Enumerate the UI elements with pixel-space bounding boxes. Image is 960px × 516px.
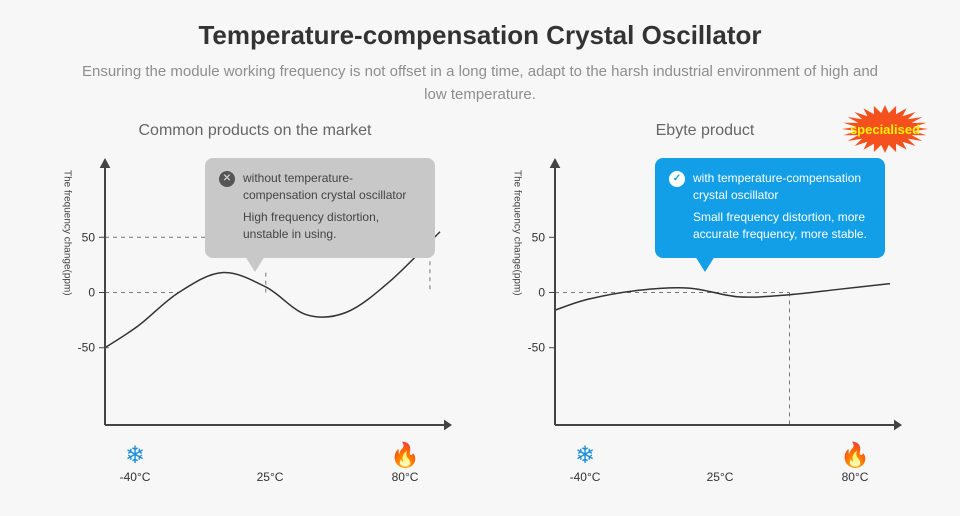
temp-text: 25°C	[257, 470, 284, 484]
svg-text:-50: -50	[528, 341, 546, 355]
snowflake-icon: ❄	[125, 444, 145, 468]
svg-text:50: 50	[532, 230, 546, 244]
callout: ✕ without temperature-compensation cryst…	[205, 158, 435, 258]
fire-icon: 🔥	[390, 444, 420, 468]
temp-label: 🔥 80°C	[375, 444, 435, 484]
callout-line2: High frequency distortion, unstable in u…	[243, 209, 421, 244]
frequency-curve	[555, 284, 890, 311]
callout-line2: Small frequency distortion, more accurat…	[693, 209, 871, 244]
svg-text:-50: -50	[78, 341, 96, 355]
x-axis-labels: ❄ -40°C 25°C 🔥 80°C	[495, 444, 915, 484]
temp-label: ❄ -40°C	[555, 444, 615, 484]
temp-label: ❄ -40°C	[105, 444, 165, 484]
callout: ✓ with temperature-compensation crystal …	[655, 158, 885, 258]
callout-line1: without temperature-compensation crystal…	[243, 170, 421, 205]
chart-common: Common products on the market 50 0 -50 The f…	[45, 116, 465, 484]
chart-title: Ebyte product	[656, 122, 755, 140]
temp-text: -40°C	[120, 470, 151, 484]
callout-line1: with temperature-compensation crystal os…	[693, 170, 871, 205]
svg-text:50: 50	[82, 230, 96, 244]
x-axis-labels: ❄ -40°C 25°C 🔥 80°C	[45, 444, 465, 484]
spacer-icon	[267, 444, 274, 468]
temp-text: -40°C	[570, 470, 601, 484]
svg-text:0: 0	[538, 286, 545, 300]
svg-text:0: 0	[88, 286, 95, 300]
spacer-icon	[717, 444, 724, 468]
fire-icon: 🔥	[840, 444, 870, 468]
temp-text: 80°C	[842, 470, 869, 484]
snowflake-icon: ❄	[575, 444, 595, 468]
chart-ebyte: Ebyte productspecialised500-50The freque…	[495, 116, 915, 484]
y-axis-label: The frequency change(ppm)	[512, 170, 523, 296]
y-axis-label: The frequency change(ppm)	[62, 170, 73, 296]
check-icon: ✓	[669, 171, 685, 187]
page-title: Temperature-compensation Crystal Oscilla…	[0, 20, 960, 51]
temp-text: 25°C	[707, 470, 734, 484]
temp-label: 25°C	[240, 444, 300, 484]
x-icon: ✕	[219, 171, 235, 187]
chart-title: Common products on the market	[139, 122, 372, 140]
charts-row: Common products on the market 50 0 -50 The f…	[0, 116, 960, 484]
temp-text: 80°C	[392, 470, 419, 484]
page-subtitle: Ensuring the module working frequency is…	[80, 61, 880, 106]
specialised-badge: specialised	[835, 104, 935, 154]
temp-label: 🔥 80°C	[825, 444, 885, 484]
temp-label: 25°C	[690, 444, 750, 484]
